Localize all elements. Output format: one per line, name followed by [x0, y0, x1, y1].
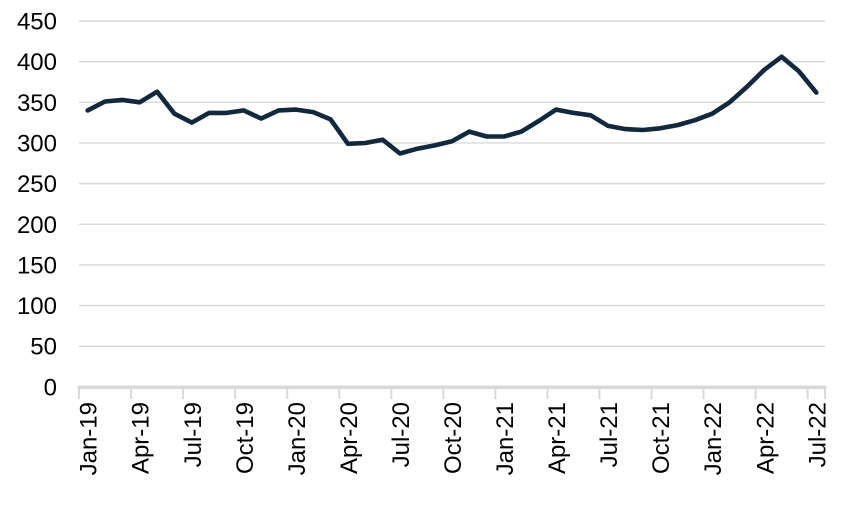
- y-axis-label: 450: [17, 9, 57, 36]
- x-axis-label: Jan-21: [492, 402, 519, 475]
- x-axis-tick: [442, 385, 445, 399]
- x-axis-label: Apr-19: [128, 402, 155, 474]
- x-axis-label: Jan-20: [284, 402, 311, 475]
- x-axis-tick: [78, 385, 80, 399]
- y-axis-label: 100: [17, 293, 57, 320]
- x-axis-label: Jul-22: [804, 402, 831, 467]
- x-axis-label: Apr-20: [336, 402, 363, 474]
- x-axis-tick: [546, 385, 549, 399]
- y-axis-label: 200: [17, 212, 57, 239]
- x-axis-tick: [650, 385, 653, 399]
- x-axis-tick: [390, 385, 393, 399]
- x-axis-tick: [286, 385, 289, 399]
- x-axis-label: Oct-21: [648, 402, 675, 474]
- y-axis-label: 150: [17, 252, 57, 279]
- x-axis-tick: [754, 385, 757, 399]
- x-axis-label: Oct-19: [232, 402, 259, 474]
- x-axis-tick: [494, 385, 497, 399]
- y-axis-label: 250: [17, 171, 57, 198]
- y-axis-label: 0: [44, 374, 57, 401]
- x-axis-tick: [824, 385, 826, 399]
- y-axis-label: 50: [30, 334, 57, 361]
- x-axis-label: Oct-20: [440, 402, 467, 474]
- x-axis-tick: [234, 385, 237, 399]
- x-axis-tick: [598, 385, 601, 399]
- x-axis-label: Apr-21: [544, 402, 571, 474]
- x-axis-label: Apr-22: [752, 402, 779, 474]
- y-axis-label: 300: [17, 130, 57, 157]
- x-axis-tick: [806, 385, 809, 399]
- x-axis-tick: [182, 385, 185, 399]
- x-axis-label: Jul-19: [180, 402, 207, 467]
- x-axis-tick: [702, 385, 705, 399]
- x-axis-label: Jan-22: [700, 402, 727, 475]
- x-axis-tick: [338, 385, 341, 399]
- data-series-line: [85, 54, 819, 156]
- x-axis-label: Jul-21: [596, 402, 623, 467]
- x-axis-label: Jul-20: [388, 402, 415, 467]
- y-axis-label: 350: [17, 90, 57, 117]
- x-axis-label: Jan-19: [76, 402, 103, 475]
- x-axis-line: [77, 385, 827, 390]
- y-axis-label: 400: [17, 49, 57, 76]
- x-axis-tick: [130, 385, 133, 399]
